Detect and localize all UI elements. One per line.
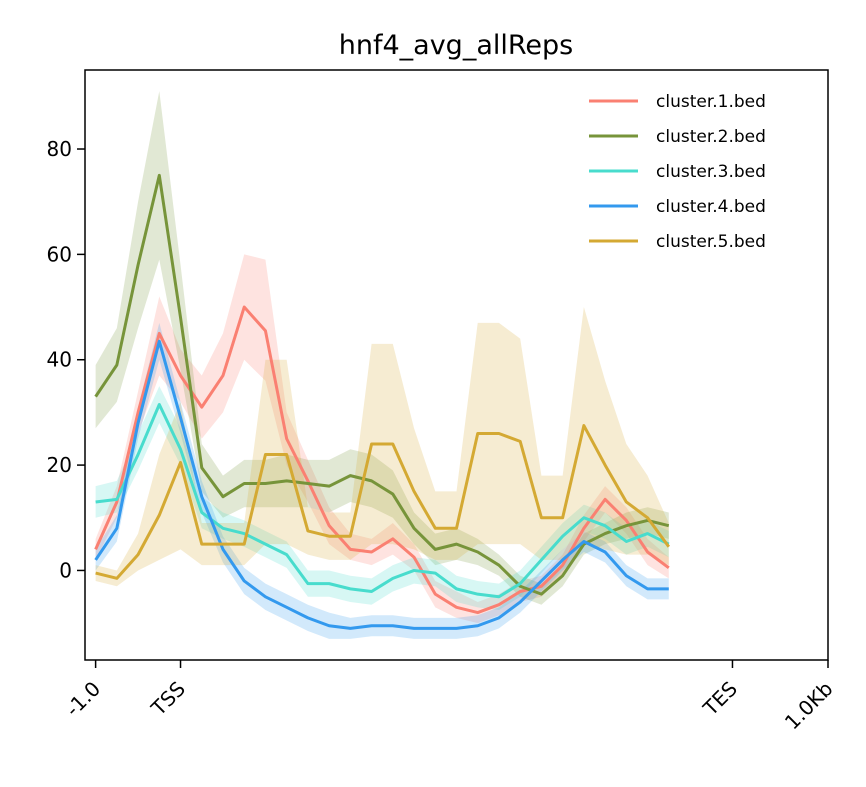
line-series-3 xyxy=(95,403,670,599)
y-axis: 0 20 40 60 80 xyxy=(47,137,85,582)
plot-frame xyxy=(84,69,829,661)
y-tick-label: 60 xyxy=(47,242,72,266)
x-tick-label: TSS xyxy=(146,677,190,721)
y-tick-label: 0 xyxy=(59,558,72,582)
y-tick-label: 20 xyxy=(47,453,72,477)
legend-label-5: cluster.5.bed xyxy=(656,232,766,252)
x-tick-label: -1.0 xyxy=(61,677,106,722)
line-series-4 xyxy=(94,339,669,630)
band-series-2 xyxy=(95,91,669,605)
y-tick-label: 80 xyxy=(47,137,72,161)
x-axis: -1.0 TSS TES 1.0Kb xyxy=(61,660,838,734)
band-series-3 xyxy=(95,386,669,610)
series-lines xyxy=(94,173,670,630)
line-series-2 xyxy=(94,173,670,596)
line-series-5 xyxy=(95,424,670,580)
chart-title: hnf4_avg_allReps xyxy=(339,30,573,61)
x-tick-label: 1.0Kb xyxy=(780,677,838,735)
legend-label-2: cluster.2.bed xyxy=(656,127,766,147)
band-series-1 xyxy=(95,254,669,624)
legend: cluster.1.bed cluster.2.bed cluster.3.bed c… xyxy=(589,92,766,252)
x-tick-label: TES xyxy=(698,677,742,721)
legend-label-3: cluster.3.bed xyxy=(656,162,766,182)
error-bands xyxy=(95,91,669,639)
y-tick-label: 40 xyxy=(47,348,72,372)
legend-label-4: cluster.4.bed xyxy=(656,197,766,217)
legend-label-1: cluster.1.bed xyxy=(656,92,766,112)
band-series-5 xyxy=(95,307,669,587)
